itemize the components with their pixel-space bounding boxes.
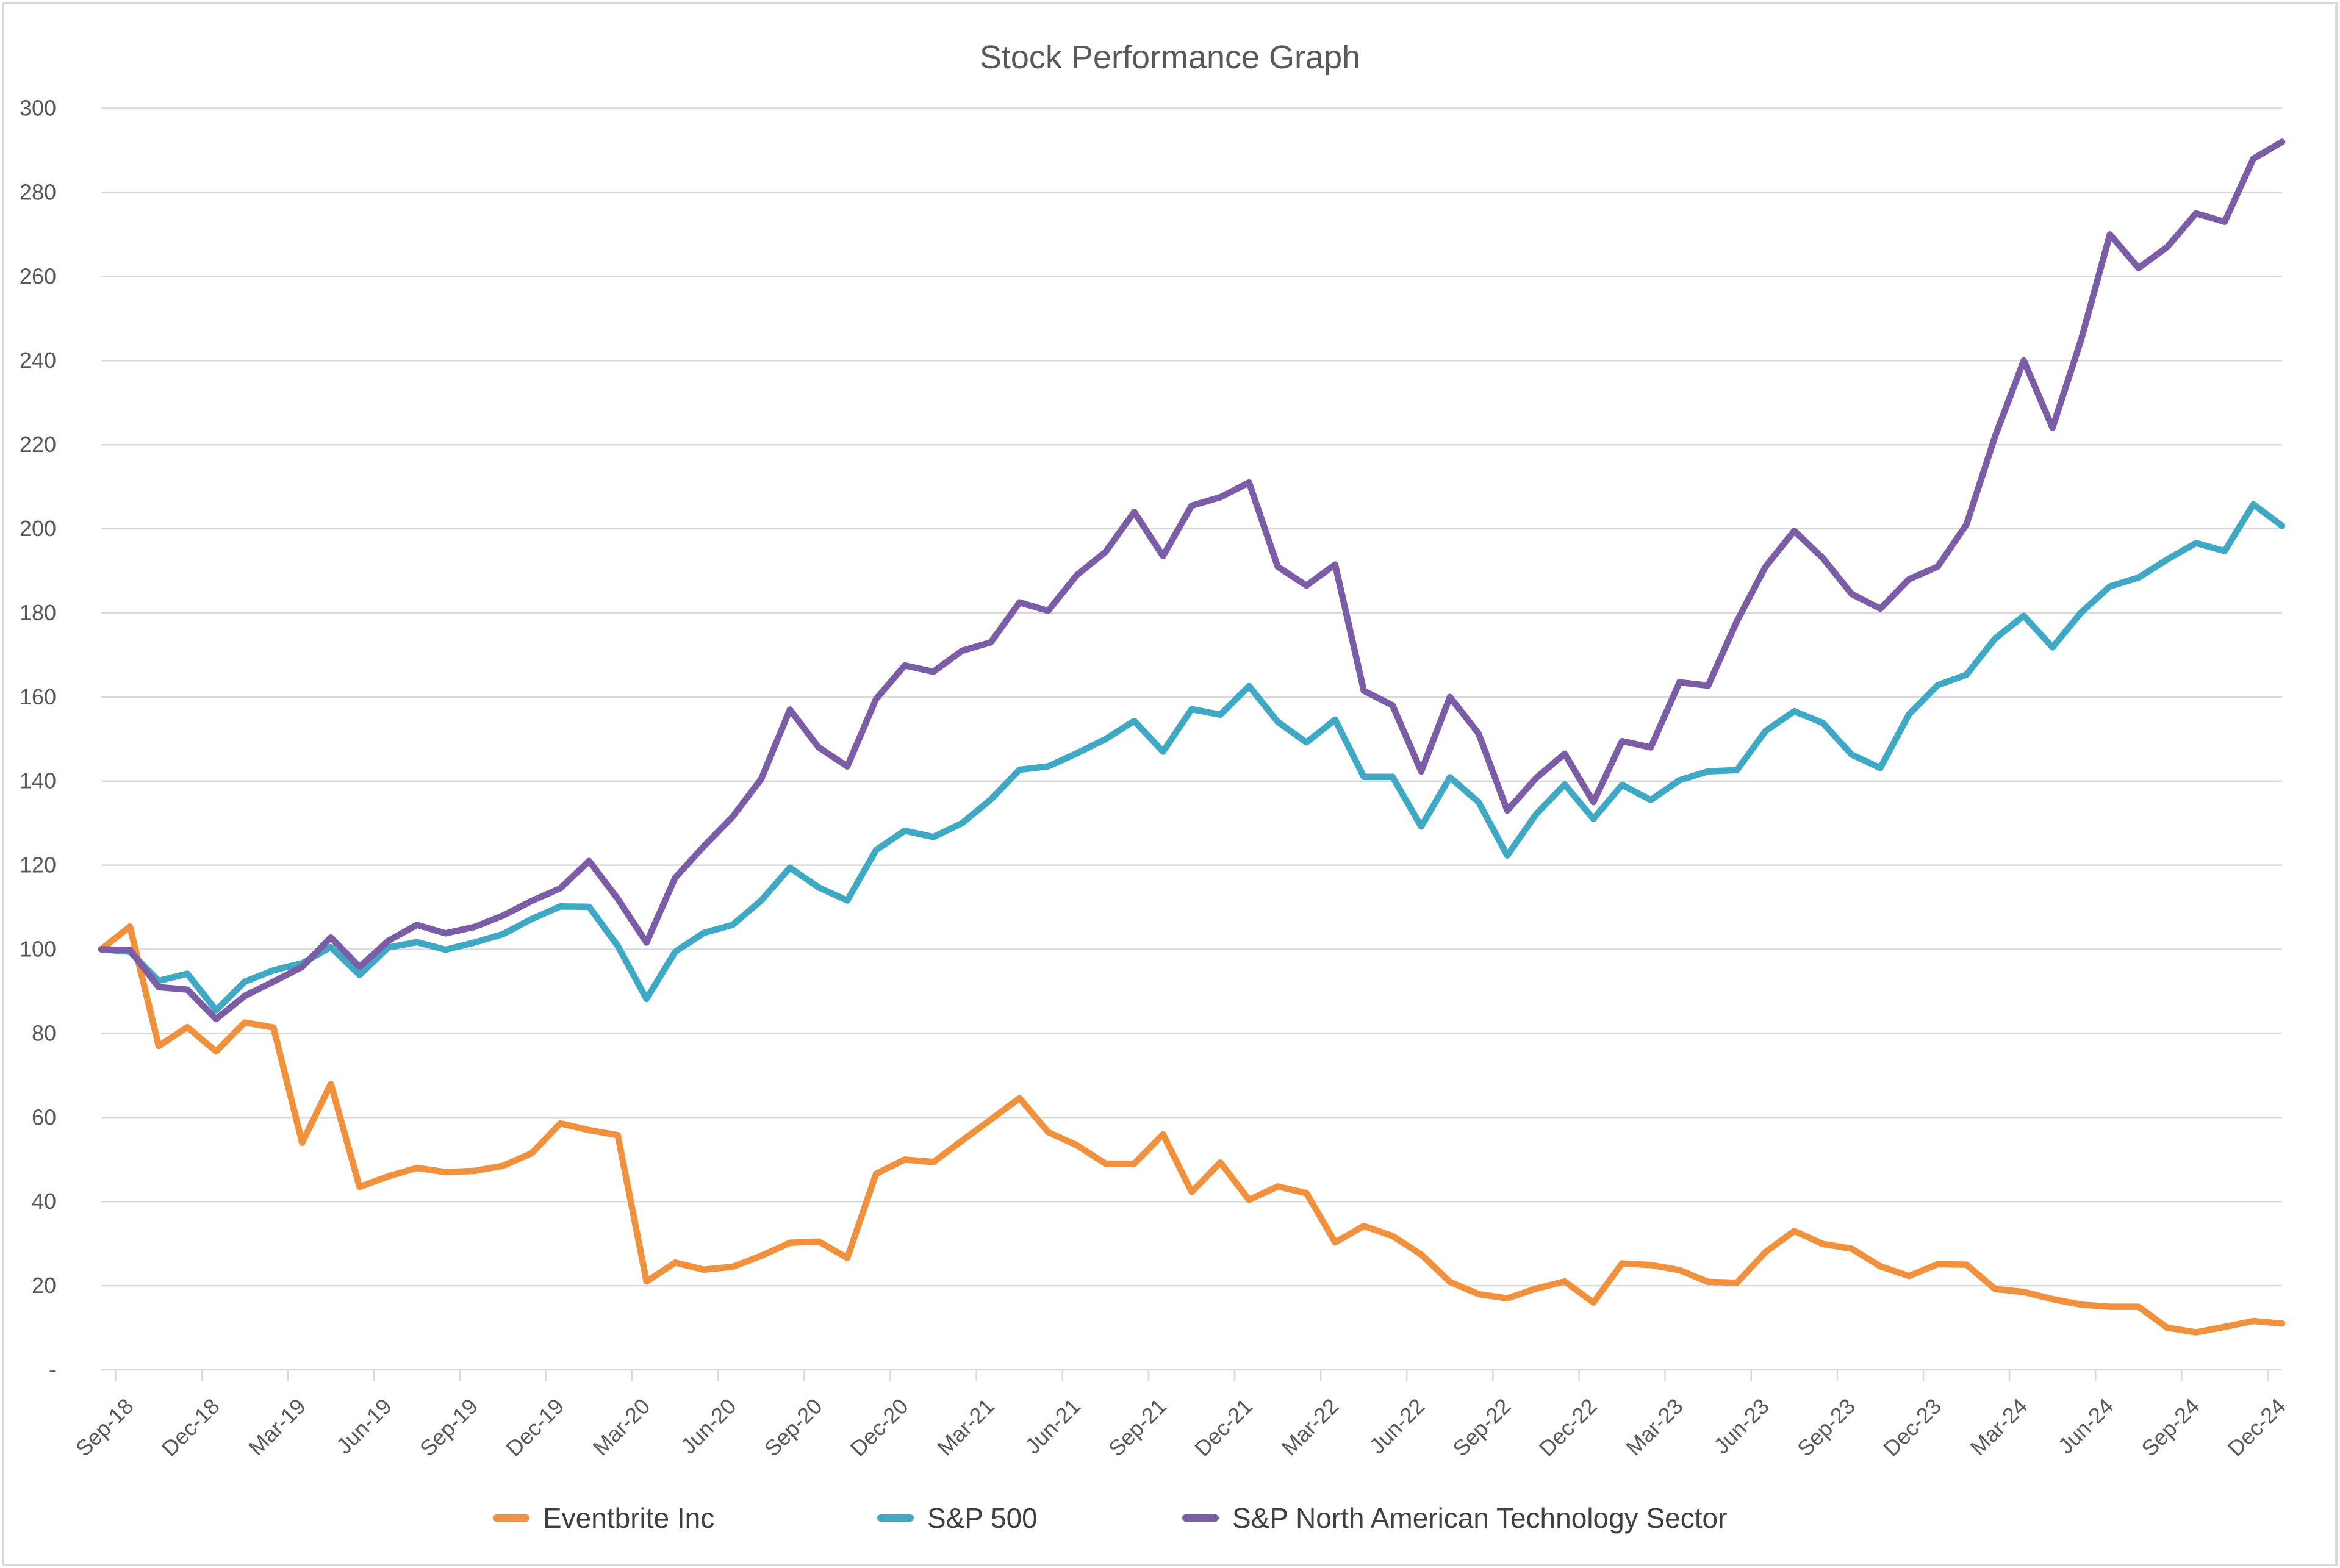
y-tick-label-200: 200 [20, 516, 56, 541]
y-tick-label-160: 160 [20, 684, 56, 709]
series-line-0-eventbrite-inc [98, 923, 2286, 1336]
chart-title: Stock Performance Graph [980, 39, 1360, 76]
legend-swatch-tech-sector [1182, 1514, 1219, 1522]
y-tick-label-120: 120 [20, 853, 56, 878]
y-tick-label-180: 180 [20, 600, 56, 625]
y-axis-labels: - 20 40 60 80 100 120 140 160 180 200 220 240 260 280 3… [20, 96, 56, 1383]
y-tick-label-80: 80 [32, 1020, 56, 1045]
y-tick-label-140: 140 [20, 768, 56, 793]
y-tick-label-280: 280 [20, 179, 56, 204]
y-tick-label-40: 40 [32, 1189, 56, 1214]
y-tick-label-20: 20 [32, 1273, 56, 1298]
legend-swatch-eventbrite [493, 1514, 529, 1522]
legend-swatch-sp500 [877, 1514, 914, 1522]
legend-label-sp500: S&P 500 [927, 1502, 1038, 1534]
gridlines [101, 107, 2282, 1371]
y-tick-label-100: 100 [20, 937, 56, 962]
legend-label-tech-sector: S&P North American Technology Sector [1232, 1502, 1727, 1534]
x-axis [115, 5, 2336, 1563]
series-lines [98, 138, 2286, 1336]
series-line-2-s-p-north-american-technology-sector [98, 138, 2286, 1023]
legend: Eventbrite Inc S&P 500 S&P North America… [493, 1502, 1727, 1534]
series-line-1-s-p-500 [98, 501, 2286, 1014]
y-tick-label-220: 220 [20, 432, 56, 457]
y-tick-label-60: 60 [32, 1104, 56, 1129]
y-tick-label-0: - [49, 1357, 56, 1382]
y-tick-label-240: 240 [20, 348, 56, 373]
y-tick-label-300: 300 [20, 96, 56, 121]
y-tick-label-260: 260 [20, 263, 56, 288]
legend-label-eventbrite: Eventbrite Inc [543, 1502, 714, 1534]
